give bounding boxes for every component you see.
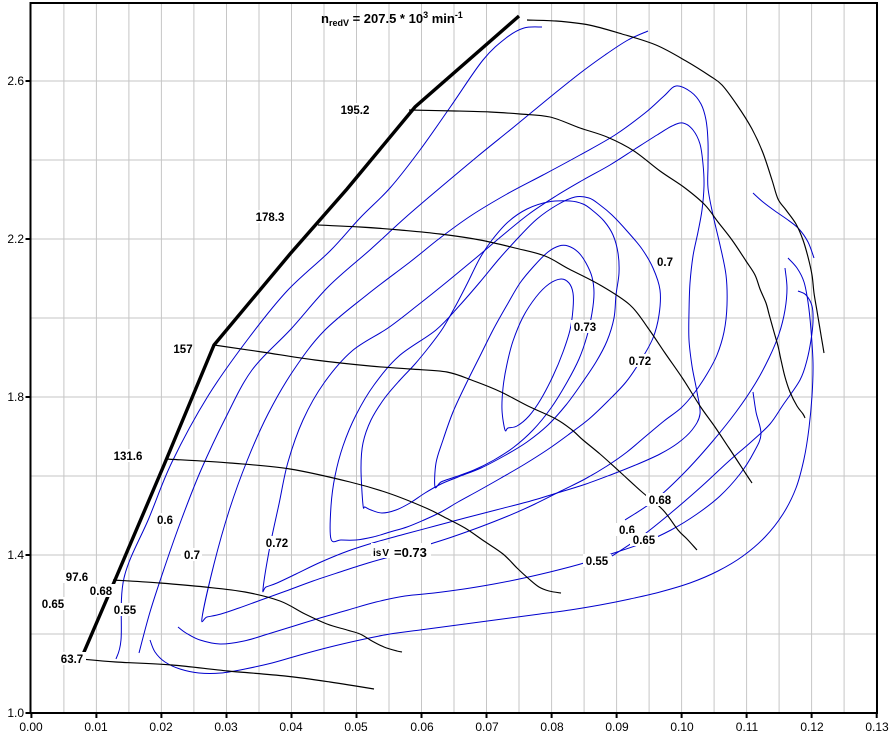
svg-text:131.6: 131.6	[114, 451, 143, 463]
svg-text:2.6: 2.6	[7, 74, 24, 88]
svg-text:0.05: 0.05	[344, 720, 368, 734]
svg-text:0.55: 0.55	[114, 605, 137, 617]
svg-text:0.09: 0.09	[605, 720, 629, 734]
svg-text:1.4: 1.4	[7, 548, 24, 562]
svg-text:1.0: 1.0	[7, 706, 24, 720]
svg-text:0.65: 0.65	[633, 535, 656, 547]
svg-text:157: 157	[173, 344, 192, 356]
svg-text:0.6: 0.6	[157, 515, 173, 527]
svg-text:97.6: 97.6	[66, 572, 88, 584]
svg-text:0.12: 0.12	[800, 720, 824, 734]
svg-text:0.11: 0.11	[736, 720, 759, 734]
svg-text:0.68: 0.68	[649, 495, 672, 507]
svg-text:0.08: 0.08	[540, 720, 564, 734]
svg-text:0.00: 0.00	[19, 720, 43, 734]
svg-text:178.3: 178.3	[256, 212, 285, 224]
svg-text:2.2: 2.2	[7, 232, 24, 246]
svg-text:0.65: 0.65	[42, 599, 65, 611]
svg-text:0.72: 0.72	[266, 538, 288, 550]
svg-text:0.7: 0.7	[657, 257, 673, 269]
svg-text:0.04: 0.04	[279, 720, 303, 734]
svg-text:0.72: 0.72	[629, 356, 651, 368]
svg-text:0.7: 0.7	[184, 550, 200, 562]
svg-text:nredV = 207.5 * 103 min-1: nredV = 207.5 * 103 min-1	[321, 10, 463, 28]
svg-text:isV: isV	[373, 548, 389, 559]
svg-text:195.2: 195.2	[341, 105, 370, 117]
svg-text:0.02: 0.02	[149, 720, 173, 734]
svg-text:1.8: 1.8	[7, 390, 24, 404]
svg-text:0.13: 0.13	[865, 720, 889, 734]
svg-text:0.06: 0.06	[410, 720, 434, 734]
svg-text:63.7: 63.7	[61, 654, 83, 666]
svg-text:0.68: 0.68	[90, 586, 113, 598]
svg-text:0.03: 0.03	[214, 720, 238, 734]
svg-text:=0.73: =0.73	[394, 545, 427, 560]
svg-text:0.01: 0.01	[84, 720, 108, 734]
svg-text:0.73: 0.73	[574, 322, 596, 334]
svg-text:0.55: 0.55	[586, 556, 609, 568]
svg-text:0.10: 0.10	[670, 720, 694, 734]
svg-text:0.07: 0.07	[475, 720, 499, 734]
